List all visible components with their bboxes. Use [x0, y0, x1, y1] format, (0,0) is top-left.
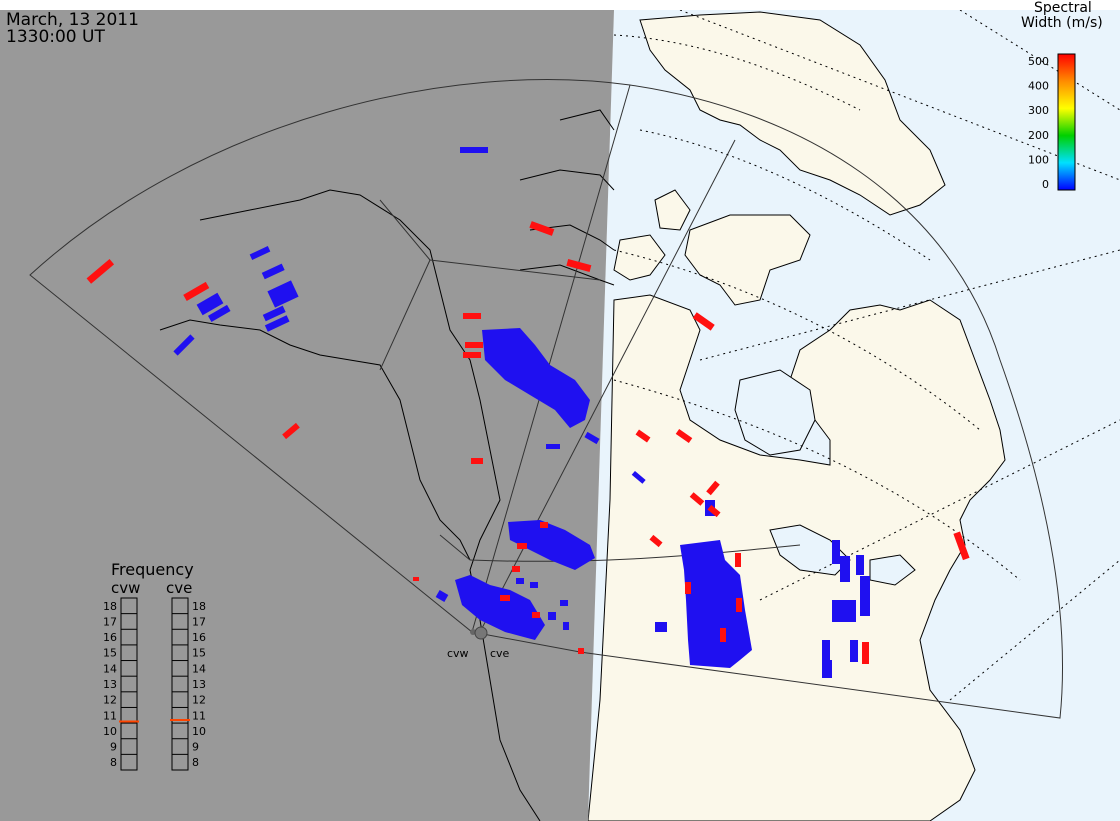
colorbar-tick-label: 500 — [1028, 55, 1049, 68]
frequency-markers — [119, 718, 190, 723]
radar-site-cvw-label: cvw — [447, 647, 469, 660]
colorbar-tick-label: 400 — [1028, 80, 1049, 93]
frequency-tick-label-right: 13 — [192, 678, 206, 691]
colorbar-title-line1: Spectral — [1034, 0, 1092, 16]
frequency-tick-label-left: 16 — [103, 631, 117, 644]
frequency-tick-label-left: 8 — [110, 756, 117, 769]
dayside-lakes — [734, 369, 916, 586]
frequency-radar-label-cve: cve — [166, 579, 192, 597]
colorbar-tick-label: 0 — [1042, 178, 1049, 191]
backscatter-low-width — [173, 147, 870, 678]
radar-fov-outline — [29, 79, 1063, 719]
radar-site-cvw-marker — [470, 629, 476, 635]
radar-site-cve-marker — [474, 626, 488, 640]
frequency-tick-label-right: 18 — [192, 600, 206, 613]
time-label: 1330:00 UT — [6, 27, 105, 47]
frequency-tick-label-right: 8 — [192, 756, 199, 769]
nightside-coastlines — [159, 109, 615, 821]
frequency-bar-cve — [171, 597, 189, 771]
frequency-tick-label-right: 16 — [192, 631, 206, 644]
frequency-bar-cvw — [120, 597, 138, 771]
frequency-tick-label-left: 18 — [103, 600, 117, 613]
frequency-tick-label-left: 15 — [103, 647, 117, 660]
frequency-panel: Frequency cvw cve 18 18 17 17 16 16 15 15 14 14 13… — [103, 560, 206, 771]
colorbar: Spectral Width (m/s) 500 400 300 200 100 0 — [1021, 0, 1103, 191]
frequency-tick-label-right: 17 — [192, 615, 206, 628]
frequency-tick-label-left: 17 — [103, 615, 117, 628]
frequency-title: Frequency — [111, 560, 194, 579]
frequency-ticks: 18 18 17 17 16 16 15 15 14 14 13 13 12 12 11 11 10 10 9 9 8 8 — [103, 600, 206, 769]
colorbar-tick-label: 300 — [1028, 104, 1049, 117]
frequency-tick-label-left: 14 — [103, 662, 117, 675]
radar-sites: cvw cve — [447, 626, 510, 660]
colorbar-title-line2: Width (m/s) — [1021, 15, 1103, 31]
geographic-grid — [613, 10, 1120, 701]
frequency-tick-label-right: 10 — [192, 725, 206, 738]
frequency-tick-label-right: 9 — [192, 741, 199, 754]
date-label: March, 13 2011 — [6, 10, 139, 30]
backscatter-high-width — [86, 221, 970, 664]
frequency-tick-label-left: 11 — [103, 709, 117, 722]
frequency-tick-label-right: 15 — [192, 647, 206, 660]
frequency-tick-label-left: 13 — [103, 678, 117, 691]
frequency-tick-label-left: 12 — [103, 694, 117, 707]
colorbar-gradient — [1057, 53, 1076, 191]
frequency-radar-label-cvw: cvw — [111, 579, 140, 597]
radar-site-cve-label: cve — [490, 647, 510, 660]
colorbar-tick-label: 200 — [1028, 129, 1049, 142]
frequency-tick-label-left: 9 — [110, 741, 117, 754]
nightside-shading — [0, 10, 614, 821]
colorbar-ticks: 500 400 300 200 100 0 — [1028, 55, 1049, 191]
frequency-tick-label-left: 10 — [103, 725, 117, 738]
frequency-tick-label-right: 11 — [192, 709, 206, 722]
colorbar-tick-label: 100 — [1028, 153, 1049, 166]
frequency-tick-label-right: 14 — [192, 662, 206, 675]
frequency-tick-label-right: 12 — [192, 694, 206, 707]
